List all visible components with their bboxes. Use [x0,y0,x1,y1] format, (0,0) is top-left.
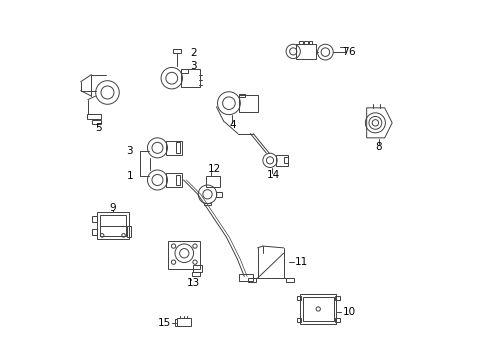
Text: 13: 13 [187,278,200,288]
Bar [176,175,180,185]
Bar [175,319,177,326]
Text: 7: 7 [342,47,349,57]
Bar [217,192,222,197]
Text: 14: 14 [267,170,280,180]
Bar [167,141,182,155]
Bar [176,143,180,153]
Bar [239,274,253,281]
Bar [177,318,191,327]
Bar [304,41,308,44]
Bar [276,155,288,166]
Bar [297,318,301,322]
Bar [168,241,200,269]
Bar [248,278,256,282]
Bar [299,41,303,44]
Bar [297,296,301,300]
Text: 9: 9 [110,203,116,213]
Text: 3: 3 [190,61,196,71]
Text: 6: 6 [348,47,354,57]
Text: 1: 1 [126,171,133,181]
Bar [335,318,340,322]
Bar [193,265,202,272]
Bar [239,94,245,97]
Bar [127,226,131,237]
Text: 3: 3 [126,147,133,157]
Bar [284,157,288,163]
Bar [204,203,211,205]
Bar [287,278,294,282]
Text: 2: 2 [190,48,196,58]
Bar [239,95,258,112]
Bar [300,294,336,324]
Bar [181,69,188,73]
Bar [97,212,129,239]
Text: 12: 12 [208,164,221,174]
Bar [206,176,220,187]
Text: 8: 8 [376,142,382,152]
Text: 4: 4 [229,120,236,130]
Text: 10: 10 [343,307,356,317]
Text: 5: 5 [95,123,102,133]
Bar [99,215,126,236]
Text: 11: 11 [295,257,308,267]
Bar [93,229,98,235]
Bar [192,272,200,276]
Bar [296,44,317,59]
Bar [87,113,101,119]
Bar [309,41,312,44]
Bar [173,49,181,53]
Bar [93,120,101,124]
Bar [167,173,182,187]
Bar [303,297,334,321]
Text: 15: 15 [157,318,171,328]
Bar [335,296,340,300]
Bar [181,69,200,87]
Bar [93,216,98,222]
